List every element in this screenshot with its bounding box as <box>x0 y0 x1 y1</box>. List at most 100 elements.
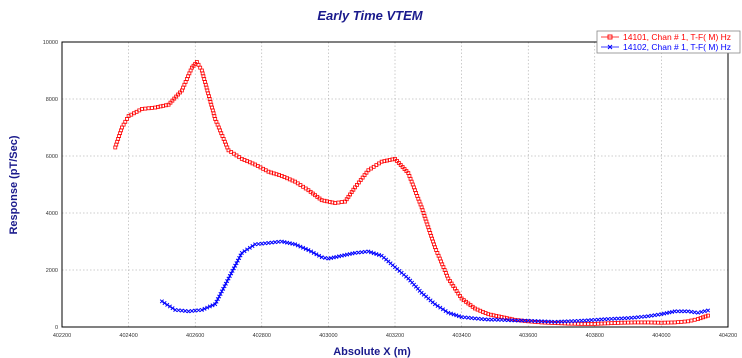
data-point <box>592 317 597 322</box>
data-point <box>612 316 617 321</box>
data-point <box>214 299 219 304</box>
data-point <box>183 308 188 314</box>
data-point <box>582 321 587 326</box>
data-point <box>238 253 243 258</box>
data-point <box>276 239 281 244</box>
data-point <box>217 294 222 299</box>
y-tick-label: 6000 <box>46 154 58 160</box>
data-point <box>622 320 627 325</box>
data-point <box>632 320 637 325</box>
data-point <box>231 266 236 271</box>
data-point <box>576 318 581 323</box>
data-point <box>242 249 247 254</box>
data-point <box>443 308 448 314</box>
data-point <box>685 309 691 314</box>
x-tick-label: 403800 <box>586 333 604 339</box>
data-point <box>269 240 274 245</box>
data-point <box>602 317 607 322</box>
data-point <box>311 250 316 255</box>
data-point <box>223 281 228 286</box>
data-point <box>374 251 379 257</box>
data-point <box>698 316 703 321</box>
data-point <box>692 317 697 322</box>
square-marker-icon <box>607 34 613 40</box>
data-point <box>675 309 681 314</box>
data-point <box>602 321 607 326</box>
y-tick-labels: 0 2000 4000 6000 8000 10000 <box>43 40 58 331</box>
data-point <box>606 321 611 326</box>
data-point <box>619 320 624 325</box>
data-point <box>360 175 365 180</box>
data-point <box>186 309 191 314</box>
data-point <box>596 317 601 322</box>
data-point <box>552 319 557 324</box>
data-point <box>522 318 527 323</box>
y-tick-label: 0 <box>55 325 58 331</box>
legend-entry-14101[interactable]: 14101, Chan # 1, T-F( M) Hz <box>601 32 731 42</box>
data-point <box>539 319 544 324</box>
data-point <box>168 100 173 105</box>
data-point <box>579 321 584 326</box>
data-point <box>556 319 561 324</box>
data-point <box>629 315 634 320</box>
data-point <box>652 313 657 318</box>
data-point <box>669 320 674 325</box>
x-axis-label: Absolute X (m) <box>333 346 411 358</box>
data-point <box>448 311 453 316</box>
legend-entry-14102[interactable]: 14102, Chan # 1, T-F( M) Hz <box>601 42 731 52</box>
data-point <box>227 273 232 279</box>
data-point <box>699 309 704 315</box>
data-point <box>636 315 641 320</box>
data-point <box>237 255 242 261</box>
data-point <box>366 249 371 254</box>
data-point <box>632 315 637 320</box>
data-point <box>395 158 399 163</box>
data-point <box>626 315 631 321</box>
data-point <box>293 242 298 247</box>
data-point <box>202 306 207 311</box>
data-point <box>226 276 231 281</box>
data-point <box>559 319 564 324</box>
data-point <box>205 305 210 310</box>
data-point <box>596 321 601 326</box>
data-point <box>179 308 184 313</box>
data-point <box>166 102 171 107</box>
data-point <box>703 314 708 319</box>
chart-title: Early Time VTEM <box>317 8 423 23</box>
data-point <box>482 317 487 322</box>
data-point <box>582 318 587 323</box>
data-point <box>167 304 172 309</box>
data-point <box>319 255 324 260</box>
data-point <box>649 320 654 325</box>
data-point <box>656 312 661 317</box>
data-point <box>619 316 624 321</box>
data-point <box>376 252 382 257</box>
data-point <box>432 302 438 307</box>
data-point <box>176 92 180 97</box>
data-point <box>646 320 650 325</box>
data-point <box>253 242 258 247</box>
data-point <box>646 314 651 319</box>
y-tick-label: 8000 <box>46 97 58 103</box>
data-point <box>233 263 238 268</box>
data-point <box>652 320 657 325</box>
data-point <box>266 240 271 245</box>
data-point <box>516 318 521 323</box>
data-point <box>218 291 223 296</box>
data-point <box>435 303 440 308</box>
data-point <box>259 241 264 246</box>
data-point <box>454 313 459 318</box>
series-1 <box>159 239 711 324</box>
x-tick-label: 404000 <box>652 333 670 339</box>
x-tick-label: 403000 <box>319 333 337 339</box>
data-point <box>506 318 511 323</box>
x-tick-labels: 402200 402400 402600 402800 403000 403200 4034… <box>53 333 737 339</box>
data-point <box>479 316 484 322</box>
x-tick-label: 403200 <box>386 333 404 339</box>
data-point <box>682 309 687 314</box>
data-point <box>489 317 494 322</box>
series-0 <box>113 60 710 326</box>
data-point <box>353 185 357 190</box>
legend[interactable]: 14101, Chan # 1, T-F( M) Hz 14102, Chan … <box>596 30 741 54</box>
